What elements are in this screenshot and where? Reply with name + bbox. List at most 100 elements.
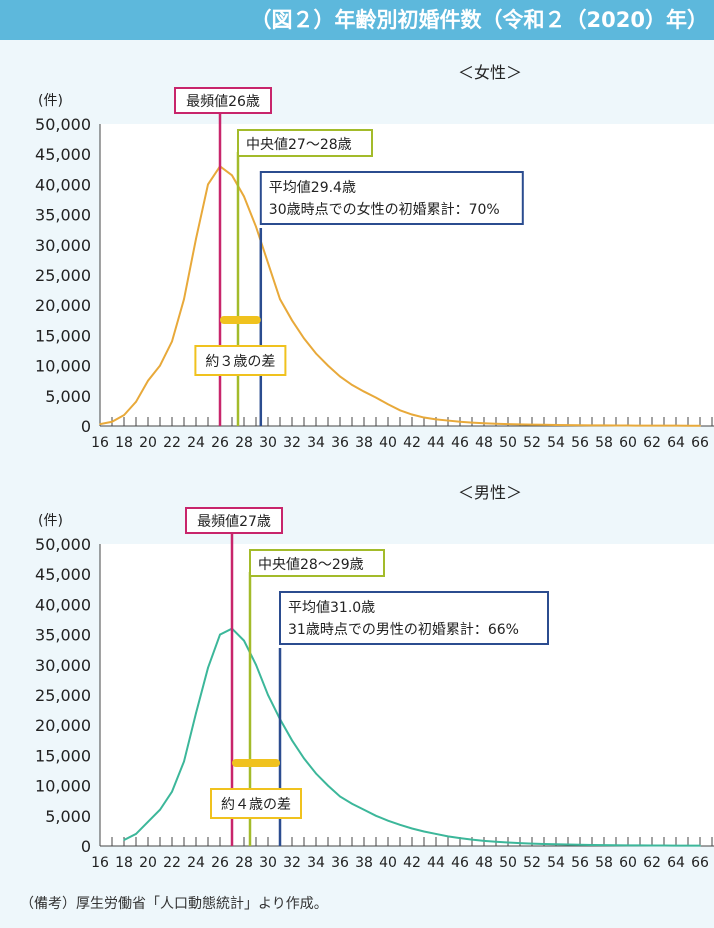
data-point [699,424,701,427]
x-tick-label: 34 [307,855,325,871]
data-point [423,830,425,833]
x-tick-label: 32 [283,435,301,451]
x-tick-label: 36 [331,435,349,451]
data-point [699,844,701,847]
data-point [159,808,161,811]
x-tick-label: 60 [619,855,637,871]
data-point [399,409,401,412]
data-point [315,772,317,775]
data-point [351,802,353,805]
x-tick-label: 42 [403,435,421,451]
x-tick-label: 66 [691,435,709,451]
data-point [123,414,125,416]
data-point [639,844,641,847]
data-point [351,384,353,386]
female-chart: ＜女性＞ (件) 0 5,000 10,000 15,000 20,000 25,000 30,… [35,63,714,451]
x-tick-label: 58 [595,855,613,871]
x-tick-label: 56 [571,855,589,871]
data-point [195,237,197,240]
x-tick-label: 46 [451,435,469,451]
data-point [567,424,569,426]
median-label-text: 中央値27～28歳 [246,137,352,153]
x-tick-label: 62 [643,435,661,451]
difference-label-box [210,788,302,819]
data-point [315,352,317,355]
x-tick-label: 32 [283,855,301,871]
data-point [387,403,389,406]
data-point [399,824,401,826]
data-point [387,819,389,822]
y-tick-label: 50,000 [35,115,91,134]
mode-label-box [185,507,283,534]
x-tick-label: 44 [427,435,445,451]
data-point [207,667,209,669]
y-tick-label: 20,000 [35,716,91,735]
x-tick-label: 24 [187,855,205,871]
y-tick-label: 0 [81,417,91,436]
median-label-text: 中央値28～29歳 [258,557,364,573]
x-tick-label: 58 [595,435,613,451]
data-point [615,424,617,427]
data-point [591,424,593,427]
x-tick-label: 28 [235,435,253,451]
data-point [327,784,329,787]
x-tick-label: 26 [211,855,229,871]
y-tick-label: 10,000 [35,357,91,376]
data-point [471,838,473,841]
x-tick-label: 42 [403,855,421,871]
data-point [339,795,341,798]
data-point [495,840,497,843]
data-point [459,837,461,839]
y-tick-label: 35,000 [35,206,91,225]
x-tick-label: 54 [547,435,565,451]
data-point [543,843,545,845]
data-point [447,419,449,422]
plot-area [100,124,714,426]
data-point [555,424,557,426]
x-tick-label: 28 [235,855,253,871]
data-point [183,298,185,300]
x-tick-label: 16 [91,855,109,871]
data-point [579,843,581,846]
y-tick-label: 20,000 [35,296,91,315]
data-point [291,739,293,742]
data-point [147,379,149,382]
data-point [435,833,437,835]
median-label: 中央値27～28歳 [237,129,373,157]
x-tick-label: 18 [115,435,133,451]
data-point [123,839,125,841]
y-tick-label: 25,000 [35,686,91,705]
data-point [303,757,305,760]
data-point [507,841,509,844]
data-point [255,225,257,228]
median-label: 中央値28～29歳 [249,549,385,577]
difference-label-text: 約４歳の差 [221,797,291,813]
x-tick-label: 30 [259,435,277,451]
x-tick-label: 34 [307,435,325,451]
y-tick-label: 15,000 [35,326,91,345]
mode-label: 最頻値26歳 [174,87,272,114]
x-tick-label: 66 [691,855,709,871]
data-point [603,844,605,846]
data-point [339,375,341,378]
x-tick-label: 24 [187,435,205,451]
data-point [675,424,677,427]
mean-label-line1: 平均値31.0歳 [288,600,375,616]
data-point [603,424,605,427]
mode-label: 最頻値27歳 [185,507,283,534]
mean-label-line1: 平均値29.4歳 [269,180,356,196]
x-tick-label: 36 [331,855,349,871]
x-tick-label: 40 [379,855,397,871]
data-point [687,424,689,427]
data-point [519,842,521,844]
data-point [459,420,461,423]
data-point [543,423,545,426]
data-point [231,174,233,177]
data-point [435,418,437,421]
data-point [255,664,257,666]
mode-label-box [174,87,272,114]
data-point [567,843,569,846]
y-tick-label: 10,000 [35,777,91,796]
data-point [531,423,533,426]
data-point [483,422,485,425]
